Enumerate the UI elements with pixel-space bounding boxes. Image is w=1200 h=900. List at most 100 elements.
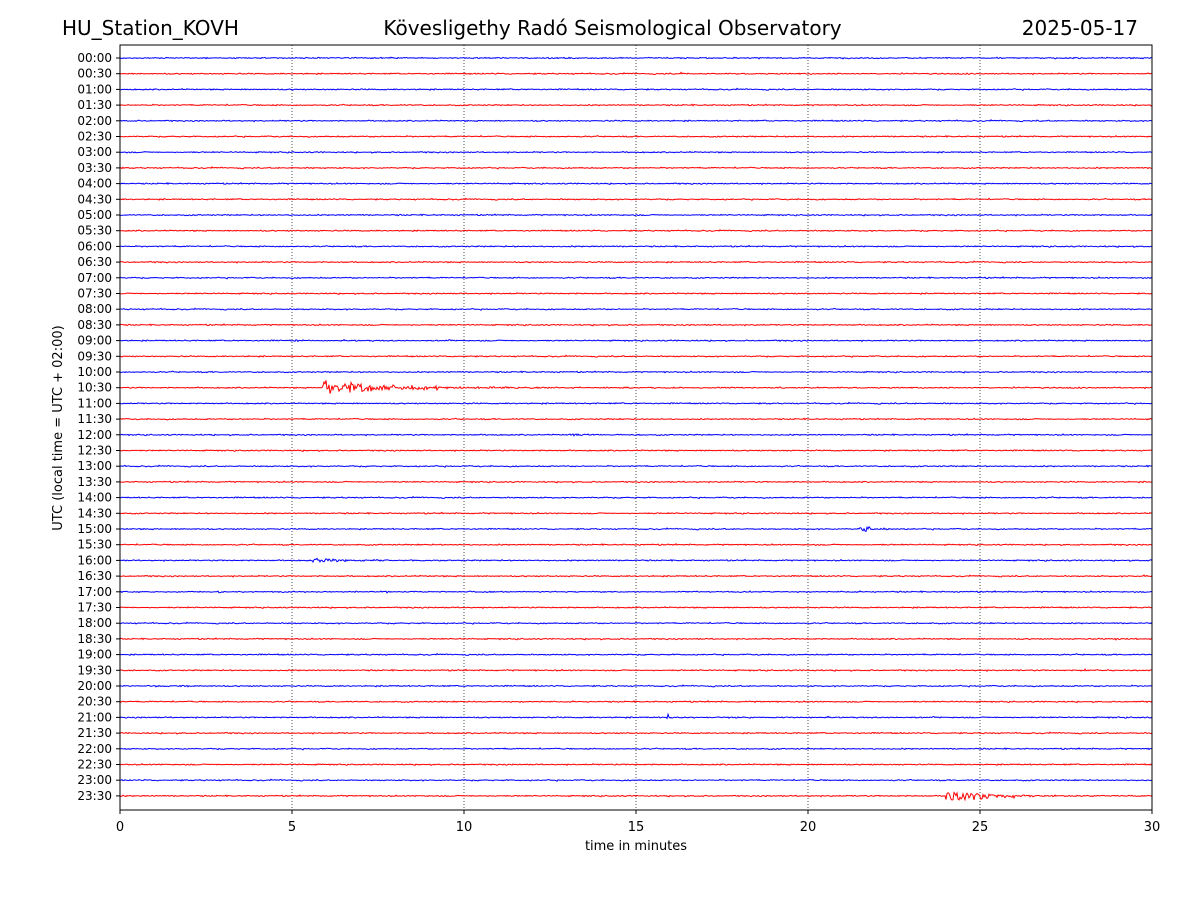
y-tick-label: 20:00: [77, 679, 112, 693]
y-tick-label: 07:00: [77, 271, 112, 285]
x-tick-label: 25: [972, 820, 989, 835]
y-tick-label: 10:00: [77, 365, 112, 379]
y-tick-label: 14:00: [77, 491, 112, 505]
trace-line: [120, 763, 1153, 767]
trace-line: [120, 244, 1153, 248]
y-tick-label: 09:30: [77, 349, 112, 363]
x-tick-label: 20: [800, 820, 817, 835]
y-tick-label: 07:30: [77, 287, 112, 301]
y-tick-label: 10:30: [77, 381, 112, 395]
y-tick-label: 17:30: [77, 601, 112, 615]
trace-line: [119, 276, 1153, 280]
trace-line: [119, 731, 1153, 735]
trace-line: [119, 778, 1153, 782]
trace-line: [119, 56, 1153, 60]
y-tick-label: 17:00: [77, 585, 112, 599]
trace-line: [119, 449, 1153, 453]
trace-line: [119, 166, 1153, 170]
trace-line: [119, 668, 1153, 672]
trace-line: [120, 307, 1153, 311]
trace-line: [119, 417, 1153, 421]
y-tick-label: 14:30: [77, 506, 112, 520]
trace-line: [119, 684, 1152, 688]
trace-line: [119, 543, 1152, 547]
trace-line: [119, 590, 1153, 594]
trace-line: [119, 380, 1153, 394]
y-tick-label: 19:30: [77, 663, 112, 677]
trace-line: [119, 480, 1153, 484]
x-grid-lines: [291, 45, 981, 810]
y-tick-label: 04:00: [77, 177, 112, 191]
x-tick-label: 30: [1144, 820, 1161, 835]
y-tick-label: 18:30: [77, 632, 112, 646]
y-tick-label: 09:00: [77, 334, 112, 348]
trace-line: [119, 103, 1153, 107]
trace-line: [119, 260, 1153, 264]
y-tick-label: 23:00: [77, 773, 112, 787]
trace-line: [119, 747, 1153, 751]
y-tick-label: 04:30: [77, 192, 112, 206]
trace-line: [119, 525, 1153, 533]
station-name: HU_Station_KOVH: [62, 16, 239, 40]
y-tick-label: 05:30: [77, 224, 112, 238]
trace-line: [120, 71, 1153, 76]
y-tick-label: 21:00: [77, 710, 112, 724]
trace-line: [119, 606, 1152, 610]
trace-line: [120, 511, 1153, 515]
x-tick-label: 5: [288, 820, 296, 835]
trace-line: [119, 495, 1152, 500]
trace-line: [119, 197, 1153, 201]
trace-line: [119, 87, 1153, 92]
trace-line: [119, 119, 1152, 123]
y-tick-label: 05:00: [77, 208, 112, 222]
y-tick-label: 20:30: [77, 695, 112, 709]
y-tick-label: 01:30: [77, 98, 112, 112]
y-tick-label: 23:30: [77, 789, 112, 803]
y-tick-label: 06:30: [77, 255, 112, 269]
trace-line: [119, 574, 1153, 578]
y-tick-label: 06:00: [77, 239, 112, 253]
y-tick-label: 02:30: [77, 130, 112, 144]
y-tick-label: 19:00: [77, 648, 112, 662]
y-tick-label: 08:00: [77, 302, 112, 316]
y-tick-label: 18:00: [77, 616, 112, 630]
trace-line: [119, 652, 1153, 657]
y-tick-label: 11:30: [77, 412, 112, 426]
observatory-title: Kövesligethy Radó Seismological Observat…: [383, 16, 842, 40]
trace-line: [119, 791, 1153, 802]
trace-group: [119, 56, 1153, 802]
y-tick-label: 15:30: [77, 538, 112, 552]
trace-line: [120, 292, 1153, 296]
trace-line: [119, 228, 1153, 233]
x-axis-ticks: 0 5 10 15 20 25 30: [116, 810, 1160, 835]
trace-line: [119, 323, 1153, 327]
trace-line: [119, 181, 1153, 186]
trace-line: [119, 700, 1153, 704]
y-tick-label: 16:00: [77, 553, 112, 567]
trace-line: [119, 134, 1153, 139]
y-tick-label: 22:30: [77, 758, 112, 772]
trace-line: [119, 213, 1153, 217]
y-tick-label: 00:30: [77, 67, 112, 81]
trace-line: [119, 637, 1153, 641]
trace-line: [119, 557, 1153, 564]
trace-line: [119, 712, 1153, 720]
trace-line: [119, 150, 1152, 154]
trace-line: [119, 401, 1153, 406]
y-tick-label: 00:00: [77, 51, 112, 65]
y-tick-label: 03:30: [77, 161, 112, 175]
y-tick-label: 16:30: [77, 569, 112, 583]
x-tick-label: 0: [116, 820, 124, 835]
trace-line: [119, 621, 1153, 625]
y-tick-label: 15:00: [77, 522, 112, 536]
trace-line: [119, 464, 1152, 468]
y-tick-label: 08:30: [77, 318, 112, 332]
y-tick-label: 13:00: [77, 459, 112, 473]
y-tick-label: 03:00: [77, 145, 112, 159]
y-tick-label: 21:30: [77, 726, 112, 740]
trace-line: [119, 354, 1153, 358]
x-tick-label: 15: [628, 820, 645, 835]
trace-line: [119, 370, 1153, 374]
